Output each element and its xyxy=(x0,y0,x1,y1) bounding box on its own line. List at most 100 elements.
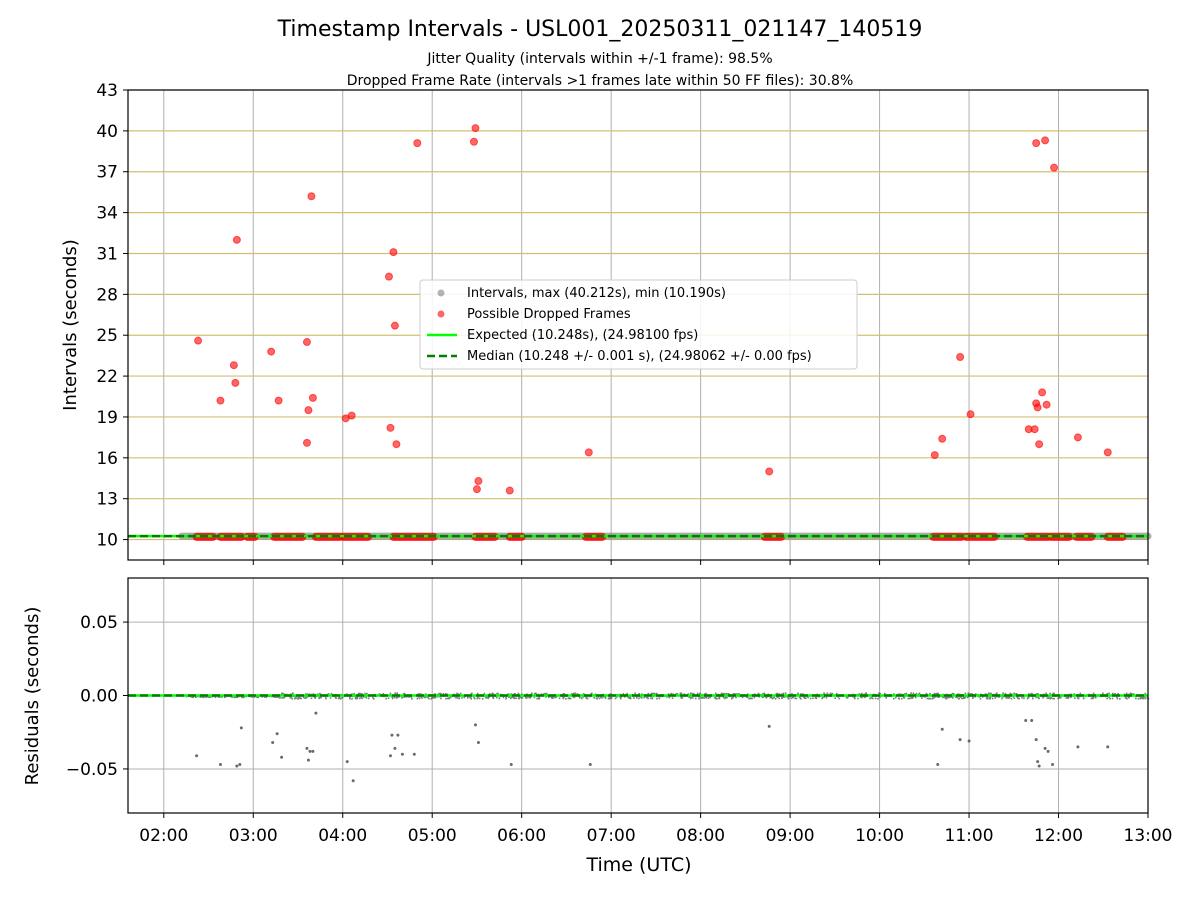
residual-outlier-point xyxy=(476,741,480,744)
top-y-tick-label: 37 xyxy=(96,163,118,183)
bottom-y-tick-label: 0.05 xyxy=(80,613,118,633)
dropped-frame-point xyxy=(474,476,483,485)
dropped-frame-point xyxy=(1041,136,1050,145)
residual-outlier-point xyxy=(390,733,394,737)
x-tick-label: 13:00 xyxy=(1124,826,1173,846)
dropped-frame-point xyxy=(938,434,947,443)
legend-label-intervals: Intervals, max (40.212s), min (10.190s) xyxy=(467,286,726,301)
dropped-frame-point xyxy=(347,411,356,420)
bottom-plot-frame xyxy=(127,577,1149,814)
x-tick-label: 07:00 xyxy=(587,826,636,846)
residual-outlier-point xyxy=(1030,718,1034,722)
residual-outlier-point xyxy=(1046,749,1050,753)
dropped-frame-point xyxy=(1042,400,1051,409)
top-y-tick-label: 13 xyxy=(96,490,118,510)
dropped-frame-point xyxy=(384,272,393,281)
residual-outlier-point xyxy=(393,746,397,750)
legend: Intervals, max (40.212s), min (10.190s) … xyxy=(419,279,858,370)
dropped-frame-point xyxy=(302,338,311,347)
dropped-frame-point xyxy=(472,485,481,494)
dropped-frame-point xyxy=(194,336,203,345)
dropped-frame-point xyxy=(1038,388,1047,397)
chart-title: Timestamp Intervals - USL001_20250311_02… xyxy=(277,17,923,42)
dropped-frame-point xyxy=(308,393,317,402)
dropped-frame-point xyxy=(930,451,939,460)
dropped-frame-point xyxy=(386,423,395,432)
top-y-tick-label: 22 xyxy=(96,367,118,387)
dropped-frame-point xyxy=(307,192,316,201)
dropped-frame-point xyxy=(302,438,311,447)
dropped-frame-point xyxy=(1073,433,1082,442)
residual-outlier-point xyxy=(238,763,242,767)
residual-outlier-point xyxy=(967,739,971,743)
top-y-tick-label: 43 xyxy=(96,81,118,101)
x-tick-label: 06:00 xyxy=(497,826,546,846)
dropped-frame-point xyxy=(471,124,480,133)
residual-outlier-point xyxy=(1037,764,1041,768)
residual-outlier-point xyxy=(588,763,592,767)
bottom-y-axis-label: Residuals (seconds) xyxy=(22,607,43,786)
chart-subtitle-jitter: Jitter Quality (intervals within +/-1 fr… xyxy=(426,51,772,67)
dropped-frame-point xyxy=(231,378,240,387)
dropped-frame-point xyxy=(392,440,401,449)
bottom-y-tick-label: 0.00 xyxy=(80,687,118,707)
dropped-frame-point xyxy=(216,396,225,405)
residual-outlier-point xyxy=(1106,745,1110,749)
x-tick-label: 05:00 xyxy=(408,826,457,846)
top-y-tick-label: 34 xyxy=(96,204,118,224)
residual-outlier-point xyxy=(412,752,416,756)
dropped-frame-point xyxy=(469,137,478,146)
x-tick-label: 04:00 xyxy=(318,826,367,846)
residual-outlier-point xyxy=(306,758,310,762)
top-y-tick-label: 31 xyxy=(96,244,118,264)
residual-outlier-point xyxy=(311,749,315,753)
dropped-frame-point xyxy=(1103,448,1112,457)
residual-outlier-point xyxy=(345,760,349,764)
x-tick-label: 09:00 xyxy=(766,826,815,846)
top-y-tick-label: 19 xyxy=(96,408,118,428)
dropped-frame-point xyxy=(956,353,965,362)
residual-outlier-point xyxy=(351,779,355,783)
residual-outlier-point xyxy=(218,763,222,767)
dropped-frame-point xyxy=(505,486,514,495)
residual-outlier-point xyxy=(1043,746,1047,750)
legend-label-dropped: Possible Dropped Frames xyxy=(467,307,631,322)
residual-outlier-point xyxy=(940,727,944,731)
dropped-frame-point xyxy=(232,235,241,244)
dropped-frame-point xyxy=(584,448,593,457)
legend-label-median: Median (10.248 +/- 0.001 s), (24.98062 +… xyxy=(467,349,812,364)
residual-outlier-point xyxy=(308,749,312,753)
top-plot-frame xyxy=(127,89,1149,561)
chart-subtitle-dropped: Dropped Frame Rate (intervals >1 frames … xyxy=(347,73,854,89)
x-axis-label: Time (UTC) xyxy=(585,854,691,876)
residual-outlier-point xyxy=(1076,745,1080,749)
dropped-frame-point xyxy=(413,139,422,148)
residual-outlier-point xyxy=(1036,760,1040,764)
dropped-frame-point xyxy=(267,347,276,356)
dropped-frame-point xyxy=(1030,425,1039,434)
dropped-frame-point xyxy=(390,321,399,330)
residual-outlier-point xyxy=(239,726,243,730)
top-y-tick-label: 10 xyxy=(96,531,118,551)
x-tick-label: 10:00 xyxy=(855,826,904,846)
dropped-frame-point xyxy=(229,361,238,370)
legend-box xyxy=(419,279,858,370)
residual-outlier-point xyxy=(280,755,284,759)
x-tick-label: 12:00 xyxy=(1034,826,1083,846)
residual-outlier-point xyxy=(388,754,392,758)
dropped-frame-point xyxy=(1035,440,1044,449)
dropped-frame-point xyxy=(389,248,398,257)
x-tick-label: 02:00 xyxy=(139,826,188,846)
top-y-tick-label: 16 xyxy=(96,449,118,469)
dropped-frame-point xyxy=(966,410,975,419)
dropped-frame-point xyxy=(765,467,774,476)
top-y-tick-label: 25 xyxy=(96,326,118,346)
residual-outlier-point xyxy=(305,746,309,750)
residual-outlier-point xyxy=(1024,718,1028,722)
dropped-frame-point xyxy=(304,406,313,415)
residual-outlier-point xyxy=(275,732,279,736)
residual-outlier-point xyxy=(314,711,318,715)
x-tick-label: 03:00 xyxy=(229,826,278,846)
residual-outlier-point xyxy=(936,763,940,767)
